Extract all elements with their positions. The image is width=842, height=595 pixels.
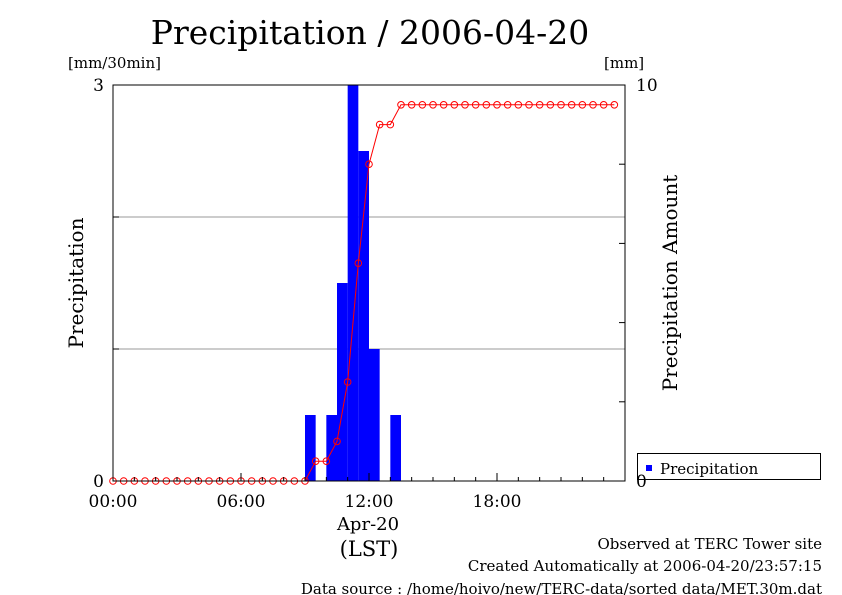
amount-point <box>599 101 608 109</box>
amount-point <box>418 101 427 109</box>
footer-created: Created Automatically at 2006-04-20/23:5… <box>467 557 822 575</box>
amount-point <box>343 378 352 386</box>
x-axis-tick-label: 06:00 <box>216 492 266 512</box>
amount-point <box>407 101 416 109</box>
amount-point <box>482 101 491 109</box>
amount-point <box>322 457 331 466</box>
amount-point <box>589 101 597 109</box>
amount-point <box>354 259 363 268</box>
left-axis-unit: [mm/30min] <box>68 54 161 72</box>
precip-bar <box>347 85 359 481</box>
amount-point <box>535 101 544 109</box>
amount-point <box>610 101 619 109</box>
amount-point <box>578 101 587 109</box>
legend-swatch <box>646 465 652 471</box>
right-axis-tick-label: 0 <box>636 472 647 492</box>
footer-site: Observed at TERC Tower site <box>597 535 822 553</box>
amount-point <box>386 120 395 129</box>
amount-point <box>429 101 437 109</box>
amount-point <box>375 120 384 129</box>
amount-point <box>567 101 576 109</box>
right-axis-tick-label: 10 <box>636 76 658 96</box>
precip-bar <box>369 349 380 481</box>
amount-point <box>503 101 512 109</box>
precip-bar <box>390 415 401 481</box>
amount-point <box>397 101 405 109</box>
amount-point <box>525 101 533 109</box>
footer-source: Data source : /home/hoivo/new/TERC-data/… <box>300 580 822 595</box>
legend-label: Precipitation <box>660 460 759 478</box>
x-axis-tick-label: 12:00 <box>344 492 394 512</box>
x-axis-unit-label: (LST) <box>339 537 399 561</box>
left-axis-tick-label: 3 <box>93 76 104 96</box>
legend: Precipitation <box>637 453 821 480</box>
amount-point <box>514 101 523 109</box>
right-axis-title: Precipitation Amount <box>658 174 682 392</box>
precip-bar <box>326 415 337 481</box>
chart-title: Precipitation / 2006-04-20 <box>150 13 590 52</box>
amount-point <box>439 101 448 109</box>
amount-point <box>311 457 320 466</box>
amount-point <box>471 101 480 109</box>
amount-point <box>493 101 501 109</box>
left-axis-title: Precipitation <box>64 217 88 349</box>
right-axis-unit: [mm] <box>604 54 645 72</box>
x-axis-tick-label: 18:00 <box>472 492 522 512</box>
amount-point <box>546 101 555 109</box>
amount-point <box>461 101 469 109</box>
amount-point <box>365 160 373 168</box>
precip-bar <box>305 415 316 481</box>
amount-point <box>333 437 341 446</box>
x-axis-date-label: Apr-20 <box>336 514 400 535</box>
x-axis-tick-label: 00:00 <box>88 492 138 512</box>
amount-point <box>557 101 565 109</box>
amount-point <box>450 101 459 109</box>
precip-bar <box>337 283 348 481</box>
precip-bar <box>358 151 369 481</box>
left-axis-tick-label: 0 <box>93 472 104 492</box>
